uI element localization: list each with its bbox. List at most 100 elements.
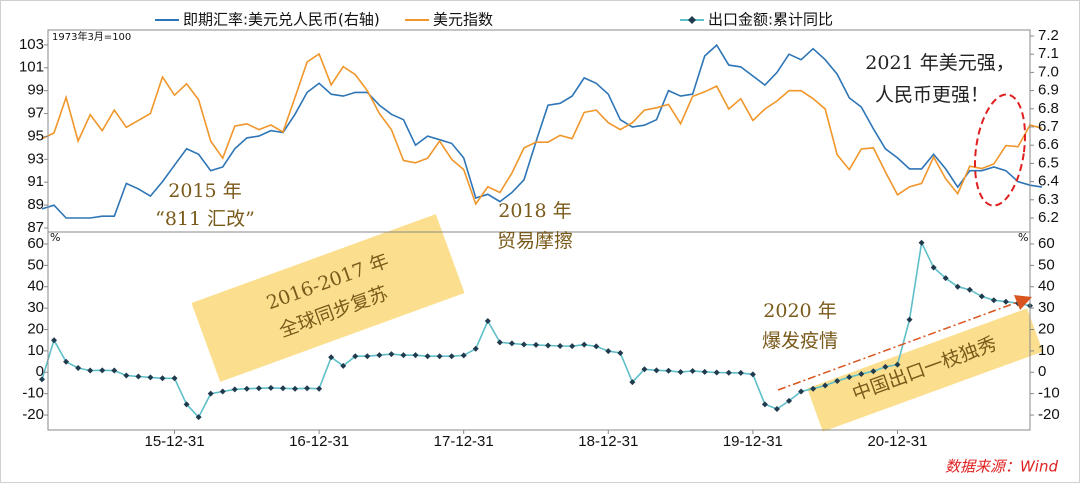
marker (605, 348, 612, 355)
y-tick-label: 60 (27, 235, 44, 252)
marker (63, 358, 70, 365)
marker (304, 385, 311, 392)
y2-tick-label: 7.2 (1038, 27, 1059, 44)
marker (773, 406, 780, 413)
y2-tick-label: 7.1 (1038, 45, 1059, 62)
annotation: 2018 年 (498, 200, 571, 222)
annotation: 爆发疫情 (762, 330, 838, 352)
series-line (41, 52, 1043, 206)
marker (340, 362, 347, 369)
marker (267, 384, 274, 391)
marker (557, 342, 564, 349)
x-tick-label: 20-12-31 (867, 433, 927, 450)
marker (51, 337, 58, 344)
y2-tick-label: 6.7 (1038, 118, 1059, 135)
y2-tick-label: 40 (1038, 278, 1055, 295)
marker (472, 345, 479, 352)
marker (123, 372, 130, 379)
y-tick-label: 91 (27, 173, 44, 190)
subtitle: 1973年3月=100 (52, 30, 131, 43)
marker (316, 385, 323, 392)
box (807, 308, 1043, 432)
marker (894, 361, 901, 368)
marker (400, 352, 407, 359)
y-tick-label: 40 (27, 278, 44, 295)
y2-tick-label: 6.4 (1038, 173, 1059, 190)
y-tick-label: 50 (27, 256, 44, 273)
marker (328, 354, 335, 361)
y-tick-label: 10 (27, 342, 44, 359)
y2-tick-label: 6.6 (1038, 136, 1059, 153)
y2-tick-label: 20 (1038, 320, 1055, 337)
y2-tick-label: 6.5 (1038, 154, 1059, 171)
y2-tick-label: -10 (1038, 385, 1060, 402)
marker (243, 385, 250, 392)
y2-tick-label: 6.3 (1038, 191, 1059, 208)
legend-label: 即期汇率:美元兑人民币(右轴) (183, 11, 380, 29)
x-tick-label: 16-12-31 (289, 433, 349, 450)
marker (834, 378, 841, 385)
marker (412, 352, 419, 359)
marker (388, 351, 395, 358)
y-tick-label: -20 (22, 406, 44, 423)
y2-tick-label: 6.8 (1038, 100, 1059, 117)
arrow-head (1014, 295, 1032, 310)
y-tick-label: 95 (27, 127, 44, 144)
y2-tick-label: 30 (1038, 299, 1055, 316)
marker (629, 379, 636, 386)
marker (810, 385, 817, 392)
marker (364, 353, 371, 360)
y-tick-label: 87 (27, 219, 44, 236)
annotation: 2015 年 (168, 180, 241, 202)
marker (930, 264, 937, 271)
marker (219, 388, 226, 395)
y2-label: % (1018, 231, 1028, 244)
marker (665, 367, 672, 374)
y-tick-label: 89 (27, 196, 44, 213)
marker (858, 370, 865, 377)
marker (701, 368, 708, 375)
annotation: “811 汇改” (155, 208, 255, 230)
marker (496, 339, 503, 346)
highlight-ellipse (973, 93, 1027, 207)
marker (1002, 298, 1009, 305)
marker (111, 367, 118, 374)
marker (75, 364, 82, 371)
marker (822, 382, 829, 389)
marker (533, 341, 539, 348)
marker (292, 385, 299, 392)
marker (159, 375, 166, 382)
marker (484, 317, 491, 324)
marker (195, 414, 202, 421)
x-tick-label: 17-12-31 (434, 433, 494, 450)
box (191, 214, 465, 382)
marker (460, 352, 467, 359)
y2-tick-label: 10 (1038, 342, 1055, 359)
highlight-box (191, 214, 465, 382)
y-tick-label: 20 (27, 320, 44, 337)
marker (352, 353, 359, 360)
marker (508, 340, 515, 347)
marker (966, 286, 973, 293)
marker (520, 341, 527, 348)
marker (749, 371, 756, 378)
marker (677, 369, 684, 376)
marker (713, 369, 720, 376)
marker (231, 386, 238, 393)
legend-label: 美元指数 (433, 11, 493, 29)
marker (725, 369, 732, 376)
y2-tick-label: 0 (1038, 363, 1046, 380)
marker (870, 368, 877, 375)
y2-tick-label: 60 (1038, 235, 1055, 252)
x-tick-label: 19-12-31 (723, 433, 783, 450)
marker (147, 374, 154, 381)
marker (798, 388, 805, 395)
y-tick-label: 97 (27, 105, 44, 122)
marker (39, 376, 45, 383)
bottom-frame (47, 231, 1031, 431)
marker (545, 342, 552, 349)
marker (581, 341, 588, 348)
plot (39, 43, 1043, 421)
y-tick-label: 103 (19, 36, 44, 53)
